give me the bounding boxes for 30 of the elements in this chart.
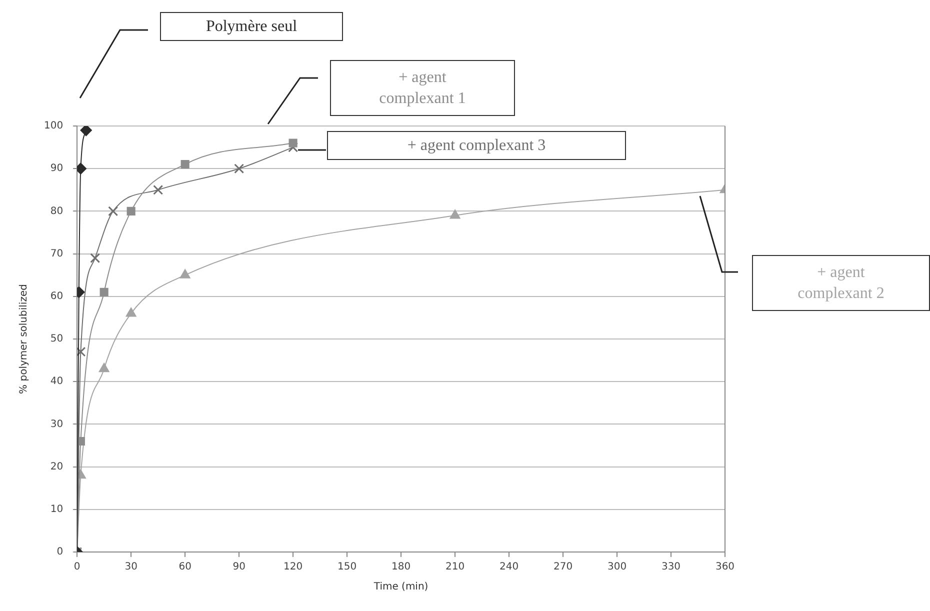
text: Polymère seul (160, 12, 343, 41)
x-tick-label: 300 (607, 562, 627, 573)
x-tick-label: 330 (661, 562, 681, 573)
x-tick-label: 90 (232, 562, 246, 573)
x-tick-label: 120 (284, 562, 303, 573)
x-tick-label: 150 (338, 562, 357, 573)
y-tick-label: 40 (50, 376, 64, 388)
y-tick-label: 60 (50, 290, 64, 302)
y-tick-label: 70 (50, 248, 64, 260)
text: + agent complexant 3 (327, 131, 626, 160)
text: + agent complexant 1 (330, 60, 515, 116)
y-tick-label: 90 (50, 163, 64, 174)
y-tick-label: 80 (50, 206, 64, 217)
y-tick-label: 30 (50, 418, 64, 430)
x-tick-label: 360 (715, 562, 735, 573)
x-tick-label: 270 (553, 562, 573, 573)
y-tick-label: 100 (44, 120, 64, 132)
y-tick-label: 0 (56, 546, 64, 558)
x-tick-label: 240 (499, 562, 519, 573)
x-tick-label: 180 (391, 562, 411, 573)
x-axis-title: Time (min) (372, 582, 428, 593)
y-tick-label: 20 (50, 461, 64, 472)
x-tick-label: 30 (124, 562, 138, 573)
x-tick-label: 0 (74, 562, 80, 573)
y-tick-label: 50 (50, 334, 64, 345)
y-tick-label: 10 (50, 504, 64, 515)
x-tick-label: 210 (445, 562, 465, 573)
text: + agent complexant 2 (752, 255, 930, 311)
x-tick-label: 60 (178, 562, 192, 573)
y-axis-title: % polymer solubilized (18, 284, 30, 394)
